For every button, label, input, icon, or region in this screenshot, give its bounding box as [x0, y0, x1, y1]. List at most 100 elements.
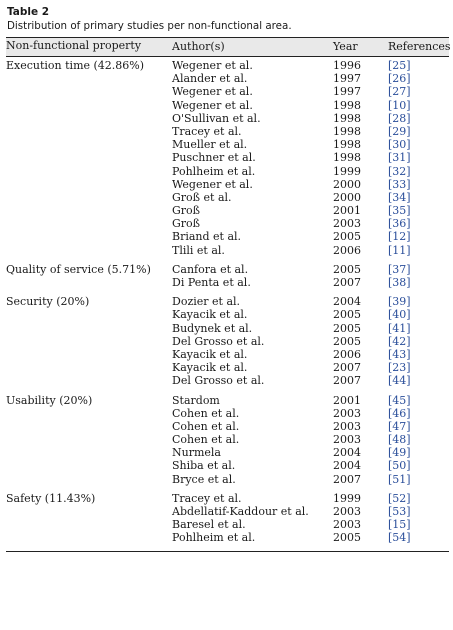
author-cell: Groß et al. [172, 190, 232, 204]
reference-link[interactable]: [29] [388, 124, 411, 138]
author-cell: Stardom [172, 393, 220, 407]
reference-link[interactable]: [48] [388, 433, 411, 447]
table-label: Table 2 [7, 6, 50, 18]
table-header-rule [6, 56, 449, 57]
reference-link[interactable]: [51] [388, 472, 411, 486]
year-cell: 2003 [333, 217, 361, 231]
property-label: Security (20%) [6, 295, 90, 309]
reference-link[interactable]: [38] [388, 276, 411, 289]
reference-link[interactable]: [28] [388, 111, 411, 125]
author-cell: Cohen et al. [172, 419, 240, 433]
author-cell: Del Grosso et al. [172, 374, 265, 388]
year-cell: 2005 [333, 308, 361, 322]
references-column: [25] [26] [27] [10] [28] [29] [30] [31] [32] [33]… [388, 59, 449, 257]
year-cell: 2003 [333, 433, 361, 447]
table-section: Quality of service (5.71%) Canfora et al.… [6, 263, 449, 289]
year-cell: 2007 [333, 472, 361, 486]
reference-link[interactable]: [12] [388, 230, 411, 244]
year-cell: 1997 [333, 85, 361, 99]
reference-link[interactable]: [52] [388, 491, 411, 505]
reference-link[interactable]: [25] [388, 59, 411, 72]
author-cell: Del Grosso et al. [172, 334, 265, 348]
author-cell: Mueller et al. [172, 138, 248, 152]
reference-link[interactable]: [43] [388, 347, 411, 361]
author-cell: Pohlheim et al. [172, 531, 256, 545]
year-cell: 2005 [333, 230, 361, 244]
table-section: Safety (11.43%) Tracey et al. Abdellatif-K… [6, 492, 449, 545]
reference-link[interactable]: [27] [388, 85, 411, 99]
reference-link[interactable]: [45] [388, 393, 411, 407]
reference-link[interactable]: [31] [388, 151, 411, 165]
reference-link[interactable]: [26] [388, 72, 411, 86]
reference-link[interactable]: [35] [388, 204, 411, 218]
year-cell: 1997 [333, 72, 361, 86]
authors-column: Dozier et al. Kayacik et al. Budynek et al… [172, 295, 333, 387]
authors-column: Tracey et al. Abdellatif-Kaddour et al. Ba… [172, 492, 333, 545]
reference-link[interactable]: [37] [388, 262, 411, 276]
reference-link[interactable]: [30] [388, 138, 411, 152]
property-label: Usability (20%) [6, 393, 93, 407]
author-cell: Bryce et al. [172, 472, 236, 486]
author-cell: Puschner et al. [172, 151, 256, 165]
reference-link[interactable]: [34] [388, 190, 411, 204]
year-cell: 2005 [333, 321, 361, 335]
year-cell: 1998 [333, 151, 361, 165]
reference-link[interactable]: [15] [388, 518, 411, 532]
header-year: Year [333, 40, 358, 53]
year-cell: 2007 [333, 361, 361, 375]
reference-link[interactable]: [10] [388, 98, 411, 112]
year-cell: 1998 [333, 111, 361, 125]
reference-link[interactable]: [44] [388, 374, 411, 388]
author-cell: Wegener et al. [172, 98, 253, 112]
year-cell: 2000 [333, 190, 361, 204]
authors-column: Canfora et al. Di Penta et al. [172, 263, 333, 289]
authors-column: Wegener et al. Alander et al. Wegener et a… [172, 59, 333, 257]
reference-link[interactable]: [39] [388, 295, 411, 309]
reference-link[interactable]: [32] [388, 164, 411, 178]
property-label: Quality of service (5.71%) [6, 262, 151, 276]
authors-column: Stardom Cohen et al. Cohen et al. Cohen et … [172, 394, 333, 486]
author-cell: Briand et al. [172, 230, 242, 244]
references-column: [39] [40] [41] [42] [43] [23] [44] [388, 295, 449, 387]
year-cell: 2004 [333, 446, 361, 460]
year-cell: 2003 [333, 505, 361, 518]
reference-link[interactable]: [42] [388, 334, 411, 348]
author-cell: Tlili et al. [172, 243, 225, 257]
year-cell: 1998 [333, 124, 361, 138]
reference-link[interactable]: [54] [388, 531, 411, 545]
reference-link[interactable]: [47] [388, 419, 411, 433]
reference-link[interactable]: [49] [388, 446, 411, 460]
years-column: 1999 2003 2003 2005 [333, 492, 388, 545]
reference-link[interactable]: [40] [388, 308, 411, 322]
reference-link[interactable]: [50] [388, 459, 411, 473]
year-cell: 1996 [333, 59, 361, 72]
year-cell: 2006 [333, 243, 361, 257]
author-cell: Kayacik et al. [172, 308, 248, 322]
year-cell: 2003 [333, 518, 361, 532]
author-cell: Groß [172, 217, 201, 231]
reference-link[interactable]: [33] [388, 177, 411, 191]
year-cell: 2001 [333, 204, 361, 218]
property-label: Safety (11.43%) [6, 491, 96, 505]
year-cell: 2007 [333, 276, 361, 289]
reference-link[interactable]: [23] [388, 361, 411, 375]
author-cell: Nurmela [172, 446, 221, 460]
year-cell: 1999 [333, 164, 361, 178]
year-cell: 2005 [333, 334, 361, 348]
reference-link[interactable]: [41] [388, 321, 411, 335]
reference-link[interactable]: [36] [388, 217, 411, 231]
year-cell: 2001 [333, 393, 361, 407]
year-cell: 2003 [333, 406, 361, 420]
year-cell: 2005 [333, 262, 361, 276]
reference-link[interactable]: [46] [388, 406, 411, 420]
author-cell: Baresel et al. [172, 518, 246, 532]
author-cell: Alander et al. [172, 72, 248, 86]
author-cell: O'Sullivan et al. [172, 111, 261, 125]
reference-link[interactable]: [11] [388, 243, 411, 257]
year-cell: 2000 [333, 177, 361, 191]
table-section: Security (20%) Dozier et al. Kayacik et al… [6, 295, 449, 387]
reference-link[interactable]: [53] [388, 505, 411, 518]
references-column: [45] [46] [47] [48] [49] [50] [51] [388, 394, 449, 486]
author-cell: Canfora et al. [172, 262, 249, 276]
author-cell: Cohen et al. [172, 433, 240, 447]
